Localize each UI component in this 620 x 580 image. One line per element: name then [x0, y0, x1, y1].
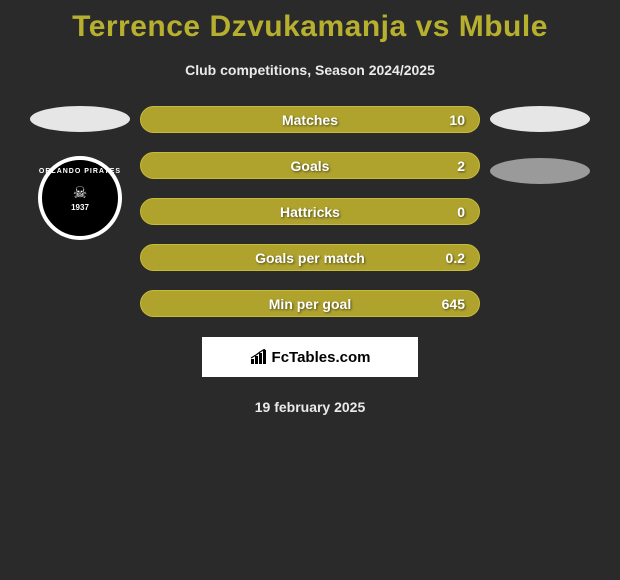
chart-icon	[250, 349, 268, 365]
page-subtitle: Club competitions, Season 2024/2025	[0, 62, 620, 78]
player-right-placeholder-top	[490, 106, 590, 132]
stat-bar-label: Hattricks	[280, 204, 340, 220]
page-title: Terrence Dzvukamanja vs Mbule	[0, 0, 620, 44]
player-left-column: ORLANDO PIRATES ☠ 1937	[20, 106, 140, 317]
stat-bar-value: 10	[449, 112, 465, 128]
stat-bar: Matches 10	[140, 106, 480, 133]
club-badge: ORLANDO PIRATES ☠ 1937	[38, 156, 122, 240]
club-badge-year: 1937	[71, 203, 89, 212]
stat-bar-label: Min per goal	[269, 296, 351, 312]
stat-bar: Min per goal 645	[140, 290, 480, 317]
brand-footer: FcTables.com	[202, 337, 418, 377]
skull-icon: ☠	[73, 186, 87, 202]
stat-bar-label: Goals	[291, 158, 330, 174]
player-left-placeholder	[30, 106, 130, 132]
footer-date: 19 february 2025	[0, 399, 620, 415]
comparison-area: ORLANDO PIRATES ☠ 1937 Matches 10 Goals …	[0, 106, 620, 317]
stat-bar-value: 0	[457, 204, 465, 220]
player-right-placeholder-bottom	[490, 158, 590, 184]
stat-bar: Goals per match 0.2	[140, 244, 480, 271]
stat-bars: Matches 10 Goals 2 Hattricks 0 Goals per…	[140, 106, 480, 317]
stat-bar-label: Matches	[282, 112, 338, 128]
stat-bar: Goals 2	[140, 152, 480, 179]
stat-bar-value: 2	[457, 158, 465, 174]
stat-bar: Hattricks 0	[140, 198, 480, 225]
player-right-column	[480, 106, 600, 317]
stat-bar-value: 0.2	[446, 250, 465, 266]
stat-bar-label: Goals per match	[255, 250, 365, 266]
brand-text: FcTables.com	[272, 349, 371, 366]
stat-bar-value: 645	[442, 296, 465, 312]
club-badge-text: ORLANDO PIRATES	[39, 168, 121, 175]
